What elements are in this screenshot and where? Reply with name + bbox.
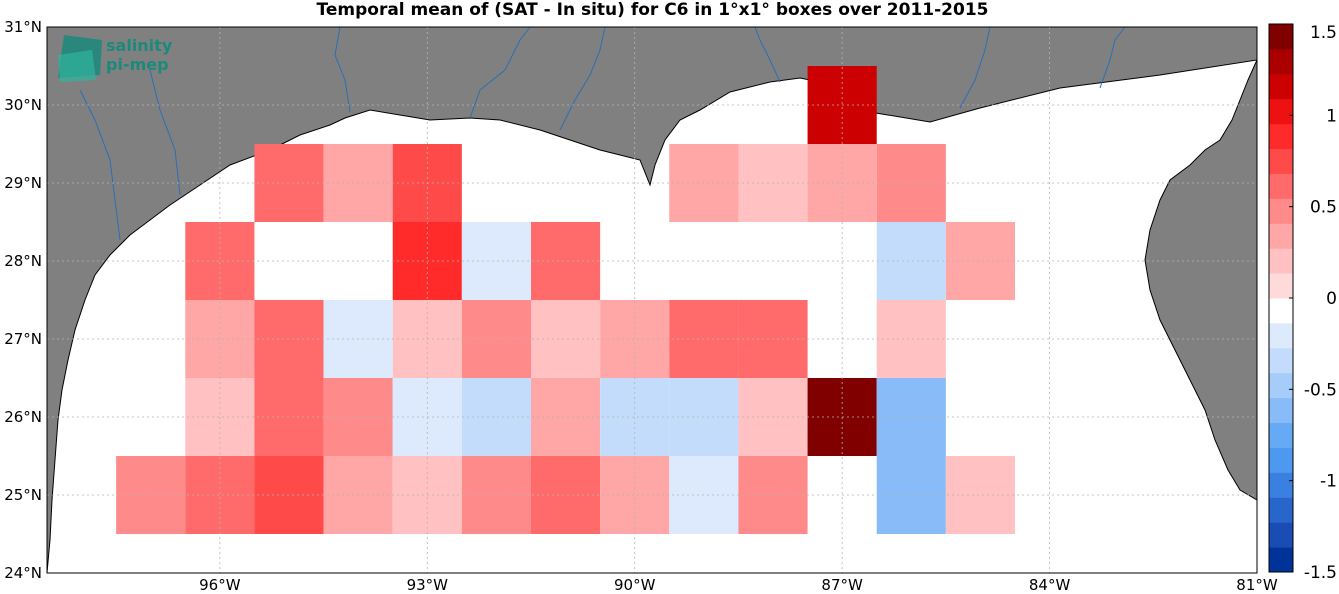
y-tick-label: 31°N bbox=[4, 18, 42, 36]
x-tick-labels: 96°W 93°W 90°W 87°W 84°W 81°W bbox=[199, 576, 1278, 594]
y-tick-label: 27°N bbox=[4, 330, 42, 348]
y-tick-label: 28°N bbox=[4, 252, 42, 270]
y-tick-label: 26°N bbox=[4, 408, 42, 426]
heatmap-cell bbox=[531, 378, 601, 456]
colorbar-tick-label: 0.5 bbox=[1310, 198, 1337, 218]
logo-line-1: salinity bbox=[106, 36, 173, 55]
chart-title: Temporal mean of (SAT - In situ) for C6 … bbox=[316, 0, 989, 20]
river-line bbox=[559, 26, 606, 131]
heatmap-cell bbox=[531, 456, 601, 534]
colorbar-segment bbox=[1269, 347, 1293, 374]
colorbar-segment bbox=[1269, 397, 1293, 424]
x-tick-label: 87°W bbox=[821, 576, 863, 594]
logo-line-2: pi-mep bbox=[106, 55, 169, 74]
colorbar-segment bbox=[1269, 497, 1293, 523]
colorbar-segment bbox=[1269, 273, 1293, 299]
heatmap-cell bbox=[116, 456, 186, 534]
salinity-logo: salinity pi-mep bbox=[58, 35, 173, 82]
colorbar-segment bbox=[1269, 522, 1293, 548]
colorbar-tick-label: 1 bbox=[1326, 106, 1337, 126]
y-tick-label: 30°N bbox=[4, 96, 42, 114]
y-tick-label: 24°N bbox=[4, 564, 42, 582]
colorbar-tick-label: -0.5 bbox=[1304, 380, 1337, 400]
river-line bbox=[79, 89, 121, 241]
colorbar-segment bbox=[1269, 547, 1293, 573]
y-tick-label: 25°N bbox=[4, 486, 42, 504]
heatmap-cell bbox=[945, 456, 1015, 534]
colorbar-segment bbox=[1269, 223, 1293, 249]
colorbar-segment bbox=[1269, 472, 1293, 498]
colorbar-segment bbox=[1269, 198, 1293, 224]
x-tick-label: 84°W bbox=[1029, 576, 1071, 594]
axes-frame bbox=[46, 26, 1258, 574]
colorbar-tick-label: 0 bbox=[1326, 289, 1337, 309]
river-line bbox=[1099, 26, 1126, 89]
x-tick-label: 90°W bbox=[614, 576, 656, 594]
y-tick-labels: 24°N 25°N 26°N 27°N 28°N 29°N 30°N 31°N bbox=[4, 18, 42, 582]
colorbar-segment bbox=[1269, 447, 1293, 473]
colorbar-segment bbox=[1269, 173, 1293, 199]
colorbar-tick-label: 1.5 bbox=[1310, 23, 1337, 43]
colorbar bbox=[1268, 23, 1294, 573]
colorbar-segment bbox=[1269, 298, 1293, 324]
colorbar-tick-labels: 1.5 1 0.5 0 -0.5 -1 -1.5 bbox=[1289, 23, 1337, 583]
colorbar-segment bbox=[1269, 372, 1293, 399]
colorbar-tick-label: -1 bbox=[1320, 472, 1337, 492]
colorbar-segment bbox=[1269, 123, 1293, 150]
x-tick-label: 93°W bbox=[407, 576, 449, 594]
colorbar-segment bbox=[1269, 48, 1293, 75]
heatmap-cell bbox=[531, 300, 601, 378]
river-line bbox=[959, 26, 991, 109]
salinity-logo-icon bbox=[58, 35, 102, 82]
colorbar-segment bbox=[1269, 24, 1293, 50]
land-north-coast bbox=[47, 26, 1258, 501]
colorbar-segment bbox=[1269, 73, 1293, 100]
x-tick-label: 81°W bbox=[1236, 576, 1278, 594]
colorbar-segment bbox=[1269, 248, 1293, 274]
colorbar-segment bbox=[1269, 422, 1293, 448]
river-line bbox=[754, 26, 781, 83]
colorbar-segment bbox=[1269, 98, 1293, 125]
colorbar-segment bbox=[1269, 322, 1293, 349]
y-tick-label: 29°N bbox=[4, 174, 42, 192]
colorbar-segment bbox=[1269, 148, 1293, 174]
x-tick-label: 96°W bbox=[199, 576, 241, 594]
rivers-layer bbox=[79, 26, 1126, 241]
colorbar-tick-label: -1.5 bbox=[1304, 563, 1337, 583]
river-line bbox=[469, 26, 531, 119]
river-line bbox=[149, 69, 181, 196]
heatmap-cell bbox=[945, 222, 1015, 300]
heatmap-cell bbox=[531, 222, 601, 300]
river-line bbox=[334, 26, 351, 113]
